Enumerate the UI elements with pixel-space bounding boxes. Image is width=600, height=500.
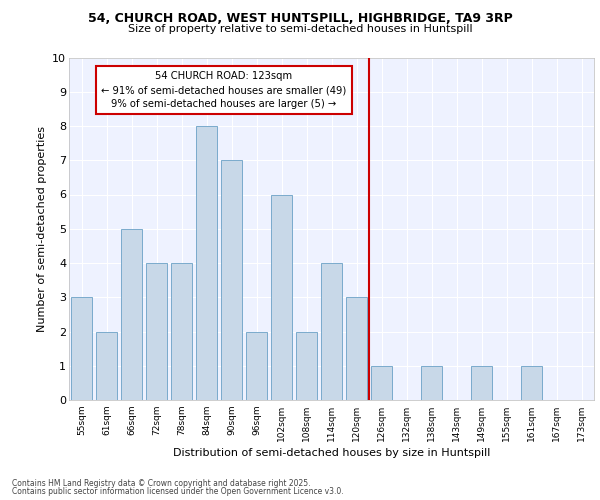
Bar — [521, 366, 542, 400]
Bar — [321, 263, 342, 400]
Bar — [246, 332, 267, 400]
Bar — [71, 297, 92, 400]
Y-axis label: Number of semi-detached properties: Number of semi-detached properties — [37, 126, 47, 332]
Bar — [96, 332, 117, 400]
Text: 54, CHURCH ROAD, WEST HUNTSPILL, HIGHBRIDGE, TA9 3RP: 54, CHURCH ROAD, WEST HUNTSPILL, HIGHBRI… — [88, 12, 512, 26]
Bar — [471, 366, 492, 400]
Text: Contains public sector information licensed under the Open Government Licence v3: Contains public sector information licen… — [12, 487, 344, 496]
Text: Size of property relative to semi-detached houses in Huntspill: Size of property relative to semi-detach… — [128, 24, 472, 34]
Bar — [221, 160, 242, 400]
Text: Contains HM Land Registry data © Crown copyright and database right 2025.: Contains HM Land Registry data © Crown c… — [12, 478, 311, 488]
Text: 54 CHURCH ROAD: 123sqm
← 91% of semi-detached houses are smaller (49)
9% of semi: 54 CHURCH ROAD: 123sqm ← 91% of semi-det… — [101, 71, 347, 109]
Bar — [346, 297, 367, 400]
Bar — [371, 366, 392, 400]
Bar — [146, 263, 167, 400]
Bar — [296, 332, 317, 400]
Bar — [421, 366, 442, 400]
Bar — [196, 126, 217, 400]
Bar — [121, 229, 142, 400]
X-axis label: Distribution of semi-detached houses by size in Huntspill: Distribution of semi-detached houses by … — [173, 448, 490, 458]
Bar — [171, 263, 192, 400]
Bar — [271, 194, 292, 400]
